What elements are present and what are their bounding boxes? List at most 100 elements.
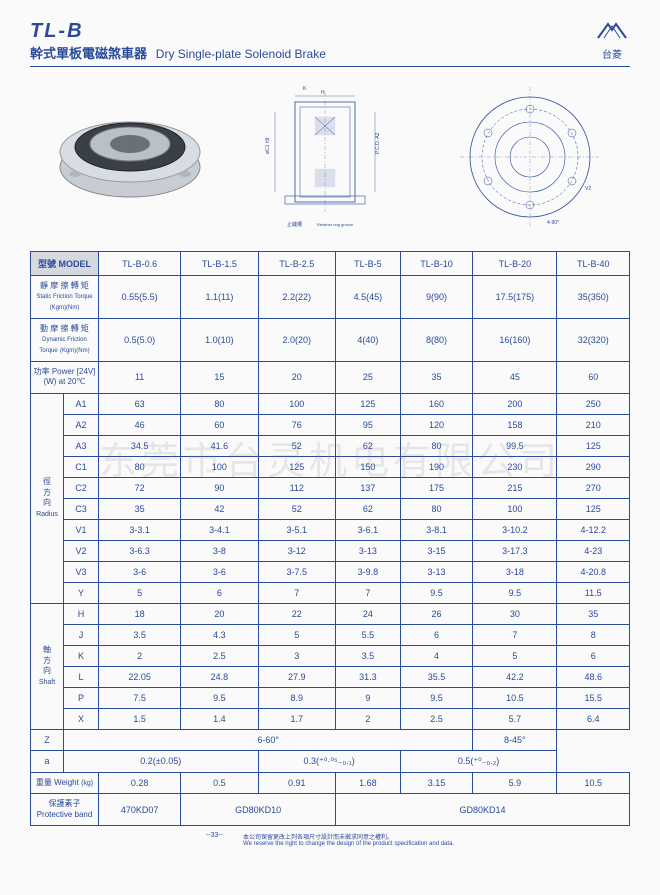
param-value: 3-6 — [99, 561, 181, 582]
model-col: TL-B-0.6 — [99, 252, 181, 276]
group-label: 徑方向Radius — [31, 393, 64, 603]
title-block: TL-B 幹式單板電磁煞車器 Dry Single-plate Solenoid… — [30, 20, 326, 62]
param-value: 8 — [557, 624, 630, 645]
param-value: 6.4 — [557, 708, 630, 729]
a-val: 0.2(±0.05) — [64, 750, 259, 772]
param-value: 4-12.2 — [557, 519, 630, 540]
model-col: TL-B-40 — [557, 252, 630, 276]
param-value: 3-6.1 — [335, 519, 400, 540]
param-value: 7 — [258, 582, 335, 603]
param-value: 2.5 — [400, 708, 473, 729]
group-label: 軸方向Shaft — [31, 603, 64, 729]
param-value: 125 — [335, 393, 400, 414]
param-key: X — [64, 708, 99, 729]
param-value: 100 — [258, 393, 335, 414]
spec-table: 型號 MODEL TL-B-0.6 TL-B-1.5 TL-B-2.5 TL-B… — [30, 251, 630, 826]
diagram-row: øC1 h9 P.C.D. A2 H K 止鏈槽 Retainer ring g… — [30, 77, 630, 237]
param-value: 158 — [473, 414, 557, 435]
model-header: 型號 MODEL — [31, 252, 99, 276]
param-value: 62 — [335, 498, 400, 519]
param-key: V2 — [64, 540, 99, 561]
band-label: 保護素子 Protective band — [31, 794, 99, 826]
param-value: 215 — [473, 477, 557, 498]
param-key: A2 — [64, 414, 99, 435]
param-key: A3 — [64, 435, 99, 456]
param-value: 3-8.1 — [400, 519, 473, 540]
param-value: 6 — [181, 582, 258, 603]
param-value: 150 — [335, 456, 400, 477]
param-value: 3-13 — [335, 540, 400, 561]
param-key: H — [64, 603, 99, 624]
param-value: 230 — [473, 456, 557, 477]
param-key: P — [64, 687, 99, 708]
param-key: J — [64, 624, 99, 645]
param-value: 63 — [99, 393, 181, 414]
model-col: TL-B-5 — [335, 252, 400, 276]
param-value: 3-3.1 — [99, 519, 181, 540]
param-value: 125 — [557, 435, 630, 456]
param-value: 1.5 — [99, 708, 181, 729]
param-value: 3-6 — [181, 561, 258, 582]
param-value: 6 — [557, 645, 630, 666]
brand-logo: 台菱 — [594, 20, 630, 61]
a-val: 0.5(⁺⁰₋₀.₂) — [400, 750, 557, 772]
param-value: 27.9 — [258, 666, 335, 687]
param-value: 9 — [335, 687, 400, 708]
param-value: 7 — [473, 624, 557, 645]
param-value: 34.5 — [99, 435, 181, 456]
z-val-1: 6-60° — [64, 729, 473, 750]
param-value: 2 — [335, 708, 400, 729]
param-value: 112 — [258, 477, 335, 498]
param-value: 125 — [557, 498, 630, 519]
param-value: 290 — [557, 456, 630, 477]
param-value: 100 — [181, 456, 258, 477]
cross-section-drawing: øC1 h9 P.C.D. A2 H K 止鏈槽 Retainer ring g… — [230, 82, 430, 232]
param-value: 15.5 — [557, 687, 630, 708]
param-key: C1 — [64, 456, 99, 477]
power-label: 功率 Power [24V](W) at 20℃ — [31, 361, 99, 393]
param-value: 3-9.8 — [335, 561, 400, 582]
param-key: L — [64, 666, 99, 687]
param-value: 11.5 — [557, 582, 630, 603]
subtitle-cn: 幹式單板電磁煞車器 — [30, 46, 147, 61]
param-value: 35 — [99, 498, 181, 519]
subtitle-en: Dry Single-plate Solenoid Brake — [156, 47, 326, 61]
param-value: 3-10.2 — [473, 519, 557, 540]
static-label: 靜 摩 擦 轉 矩 Static Friction Torque (Kgm)(N… — [31, 276, 99, 319]
param-value: 3-13 — [400, 561, 473, 582]
param-value: 190 — [400, 456, 473, 477]
param-value: 62 — [335, 435, 400, 456]
param-value: 125 — [258, 456, 335, 477]
front-view-drawing: 4-90° V2 — [430, 82, 630, 232]
param-value: 60 — [181, 414, 258, 435]
param-value: 90 — [181, 477, 258, 498]
param-value: 3-18 — [473, 561, 557, 582]
param-value: 3-8 — [181, 540, 258, 561]
param-value: 3-6.3 — [99, 540, 181, 561]
param-value: 31.3 — [335, 666, 400, 687]
svg-text:4-90°: 4-90° — [547, 220, 559, 226]
param-key: C2 — [64, 477, 99, 498]
param-value: 22.05 — [99, 666, 181, 687]
param-value: 95 — [335, 414, 400, 435]
param-value: 52 — [258, 498, 335, 519]
param-value: 76 — [258, 414, 335, 435]
param-value: 8.9 — [258, 687, 335, 708]
svg-text:H: H — [321, 90, 325, 96]
svg-text:止鏈槽: 止鏈槽 — [287, 221, 302, 228]
param-value: 200 — [473, 393, 557, 414]
svg-text:P.C.D. A2: P.C.D. A2 — [375, 132, 381, 154]
param-value: 80 — [99, 456, 181, 477]
param-value: 175 — [400, 477, 473, 498]
param-value: 3-17.3 — [473, 540, 557, 561]
param-value: 46 — [99, 414, 181, 435]
dynamic-label: 動 摩 擦 轉 矩 Dynamic Friction Torque (Kgm)(… — [31, 318, 99, 361]
svg-text:øC1 h9: øC1 h9 — [265, 137, 271, 154]
param-value: 18 — [99, 603, 181, 624]
param-value: 42.2 — [473, 666, 557, 687]
param-value: 250 — [557, 393, 630, 414]
param-value: 80 — [181, 393, 258, 414]
param-value: 5 — [473, 645, 557, 666]
a-label: a — [31, 750, 64, 772]
param-value: 48.6 — [557, 666, 630, 687]
